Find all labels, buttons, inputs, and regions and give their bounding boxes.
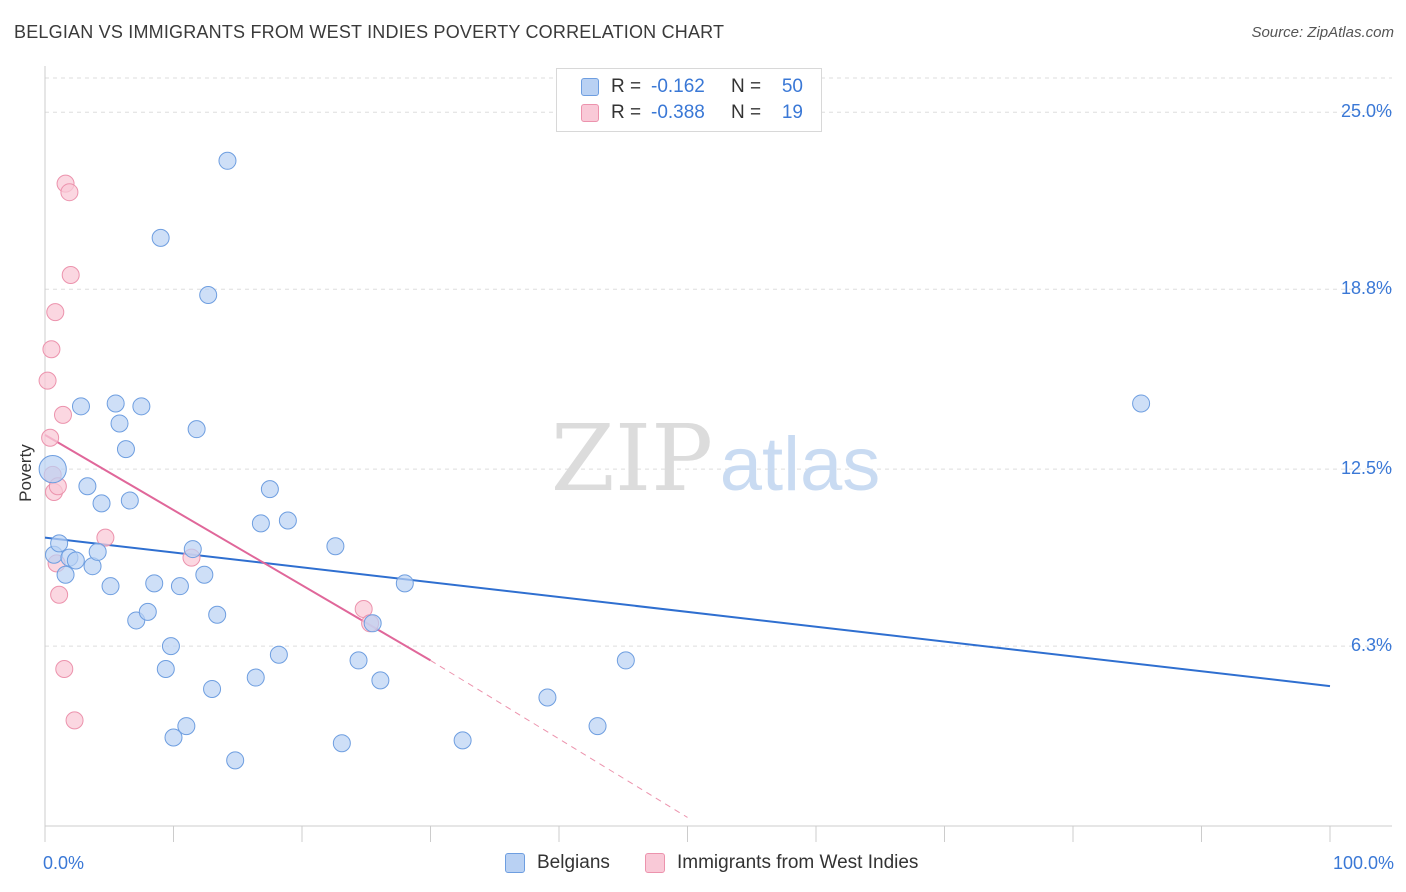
data-point-belgians — [332, 734, 351, 753]
data-point-belgians — [116, 440, 135, 459]
data-point-belgians — [145, 574, 164, 593]
y-tick-label: 6.3% — [1350, 635, 1392, 656]
data-point-belgians — [363, 614, 382, 633]
bottom-legend-swatch-pink — [645, 853, 665, 873]
data-point-west-indies — [55, 659, 74, 678]
data-point-belgians — [71, 397, 90, 416]
legend-r-label: R = — [611, 76, 642, 97]
y-tick-label: 25.0% — [1340, 101, 1392, 122]
data-point-belgians — [616, 651, 635, 670]
points-belgians — [38, 151, 1151, 770]
bottom-legend-belgians: Belgians — [505, 852, 610, 874]
data-point-west-indies — [50, 585, 69, 604]
data-point-belgians — [50, 534, 69, 553]
data-point-belgians — [371, 671, 390, 690]
data-point-west-indies — [38, 371, 57, 390]
data-point-belgians — [187, 420, 206, 439]
legend-row-belgians: R = -0.162 N = 50 — [581, 74, 803, 100]
data-point-belgians — [278, 511, 297, 530]
data-point-belgians — [1132, 394, 1151, 413]
data-point-belgians — [106, 394, 125, 413]
legend-r-label: R = — [611, 102, 642, 123]
watermark-zip: ZIP — [551, 405, 713, 512]
legend-n-value: 50 — [781, 76, 803, 97]
data-point-belgians — [101, 577, 120, 596]
data-point-belgians — [218, 151, 237, 170]
bottom-legend-west-indies: Immigrants from West Indies — [645, 852, 918, 874]
data-point-belgians — [92, 494, 111, 513]
data-point-west-indies — [53, 405, 72, 424]
bottom-legend-swatch-blue — [505, 853, 525, 873]
data-point-belgians — [538, 688, 557, 707]
chart-title: BELGIAN VS IMMIGRANTS FROM WEST INDIES P… — [14, 22, 725, 42]
legend-swatch-blue — [581, 78, 599, 96]
bottom-legend-label: Belgians — [537, 852, 610, 873]
legend-n-value: 19 — [781, 102, 803, 123]
data-point-belgians — [38, 455, 67, 484]
data-point-belgians — [78, 477, 97, 496]
data-point-belgians — [326, 537, 345, 556]
legend-row-west-indies: R = -0.388 N = 19 — [581, 100, 803, 126]
data-point-belgians — [269, 645, 288, 664]
stats-legend: R = -0.162 N = 50 R = -0.388 N = 19 — [556, 68, 822, 132]
watermark: ZIP atlas — [551, 405, 880, 512]
data-point-belgians — [156, 659, 175, 678]
data-point-belgians — [151, 228, 170, 247]
data-point-west-indies — [96, 528, 115, 547]
data-point-belgians — [246, 668, 265, 687]
legend-n-label: N = — [731, 102, 762, 123]
data-point-belgians — [110, 414, 129, 433]
data-point-belgians — [164, 728, 183, 747]
x-tick-label: 0.0% — [43, 853, 85, 873]
data-point-belgians — [226, 751, 245, 770]
data-point-belgians — [349, 651, 368, 670]
data-point-belgians — [66, 551, 85, 570]
data-point-west-indies — [65, 711, 84, 730]
y-tick-label: 12.5% — [1340, 458, 1392, 479]
data-point-belgians — [88, 542, 107, 561]
data-point-belgians — [120, 491, 139, 510]
axes — [44, 66, 1392, 842]
y-axis-label: Poverty — [16, 444, 35, 502]
data-point-belgians — [183, 540, 202, 559]
watermark-atlas: atlas — [720, 422, 881, 507]
data-point-belgians — [177, 717, 196, 736]
data-point-belgians — [588, 717, 607, 736]
legend-r-value: -0.162 — [651, 76, 705, 97]
data-point-belgians — [260, 480, 279, 499]
data-point-west-indies — [46, 303, 65, 322]
source-label: Source: ZipAtlas.com — [1251, 24, 1394, 41]
data-point-belgians — [132, 397, 151, 416]
bottom-legend-label: Immigrants from West Indies — [677, 852, 919, 873]
data-point-west-indies — [60, 183, 79, 202]
data-point-belgians — [56, 565, 75, 584]
data-point-belgians — [453, 731, 472, 750]
data-point-belgians — [161, 637, 180, 656]
x-tick-label: 100.0% — [1332, 853, 1394, 873]
data-point-belgians — [208, 605, 227, 624]
trend-line-belgians — [44, 536, 1331, 688]
legend-r-value: -0.388 — [651, 102, 705, 123]
bottom-legend: Belgians Immigrants from West Indies — [0, 852, 1406, 878]
data-point-west-indies — [61, 265, 80, 284]
legend-swatch-pink — [581, 104, 599, 122]
data-point-belgians — [395, 574, 414, 593]
data-point-belgians — [251, 514, 270, 533]
data-point-west-indies — [41, 428, 60, 447]
data-point-belgians — [138, 602, 157, 621]
data-point-belgians — [170, 577, 189, 596]
y-tick-label: 18.8% — [1340, 278, 1392, 299]
data-point-belgians — [199, 285, 218, 304]
data-point-belgians — [203, 679, 222, 698]
data-point-west-indies — [42, 340, 61, 359]
data-point-belgians — [195, 565, 214, 584]
legend-n-label: N = — [731, 76, 762, 97]
